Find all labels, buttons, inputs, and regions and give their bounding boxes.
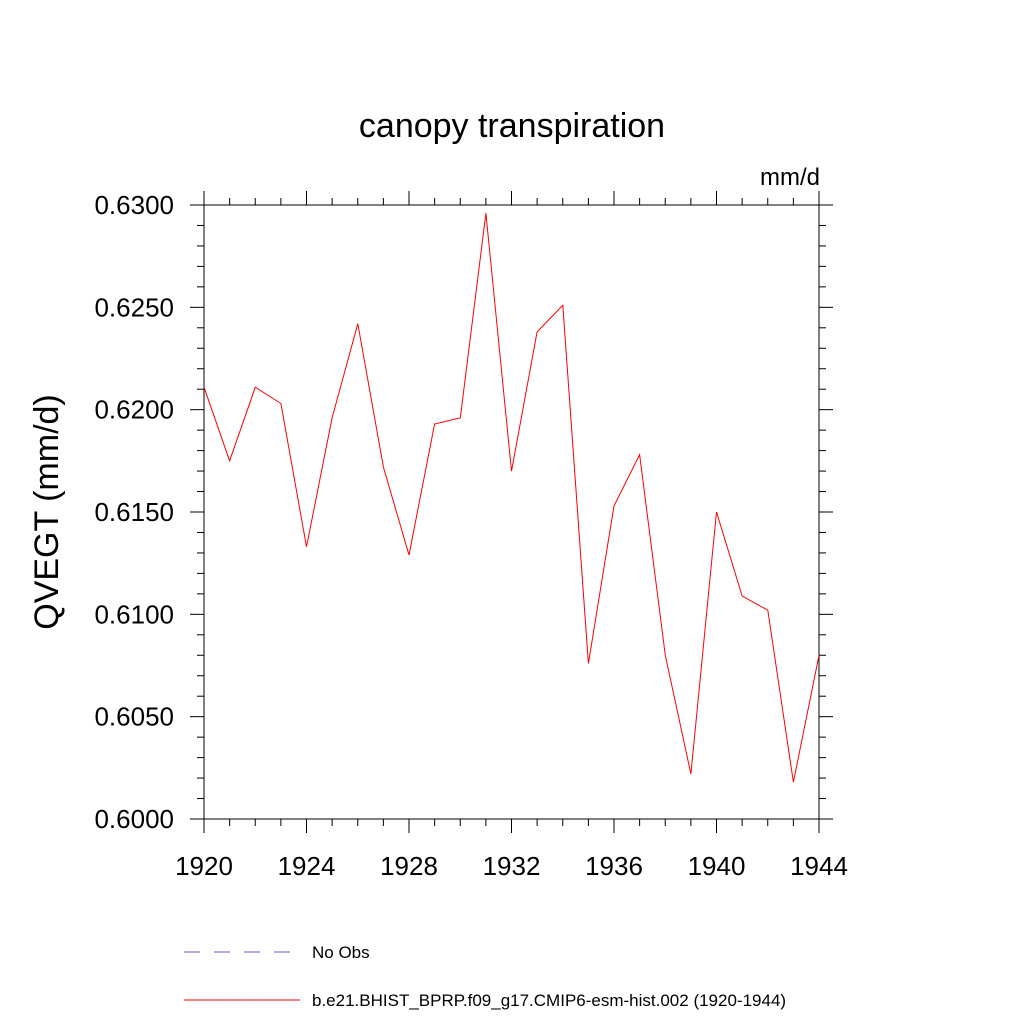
x-tick-label: 1932 (483, 851, 541, 881)
y-tick-label: 0.6150 (94, 497, 174, 527)
y-tick-label: 0.6050 (94, 702, 174, 732)
y-tick-label: 0.6000 (94, 804, 174, 834)
y-tick-label: 0.6300 (94, 190, 174, 220)
y-tick-label: 0.6100 (94, 599, 174, 629)
data-series (203, 213, 820, 783)
axis-ticks (190, 191, 833, 833)
legend-label: No Obs (312, 943, 370, 962)
x-tick-label: 1944 (790, 851, 848, 881)
chart-title: canopy transpiration (359, 107, 665, 145)
x-tick-label: 1920 (175, 851, 233, 881)
y-tick-label: 0.6250 (94, 292, 174, 322)
x-tick-label: 1940 (688, 851, 746, 881)
x-tick-label: 1924 (278, 851, 336, 881)
series-line (203, 213, 820, 783)
y-tick-label: 0.6200 (94, 395, 174, 425)
legend-label: b.e21.BHIST_BPRP.f09_g17.CMIP6-esm-hist.… (312, 991, 786, 1010)
legend: No Obs b.e21.BHIST_BPRP.f09_g17.CMIP6-esm… (184, 943, 786, 1010)
plot-frame (203, 204, 820, 820)
x-tick-label: 1936 (585, 851, 643, 881)
tick-labels: 1920 1924 1928 1932 1936 1940 1944 0.6000 0.6050… (94, 190, 847, 881)
y-axis-label: QVEGT (mm/d) (28, 394, 66, 630)
units-label: mm/d (760, 164, 820, 191)
x-tick-label: 1928 (380, 851, 438, 881)
